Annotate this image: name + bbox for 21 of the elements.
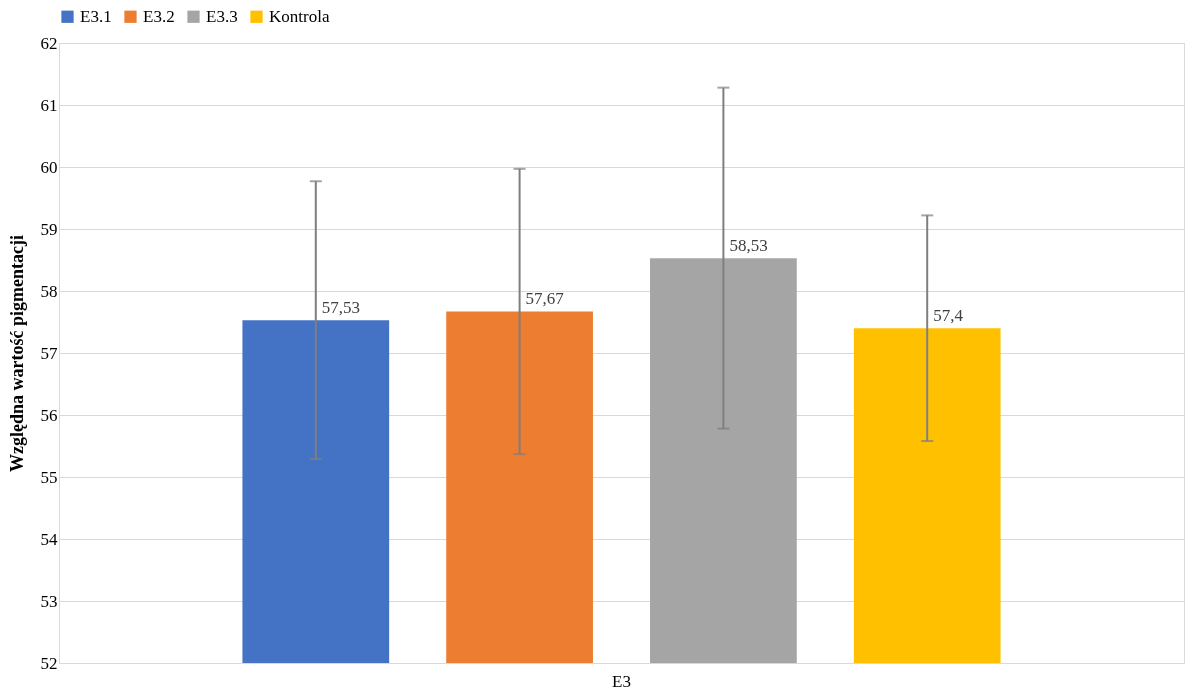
data-label: 58,53: [729, 236, 768, 256]
y-tick-label: 62: [40, 33, 58, 53]
legend-label: E3.3: [206, 6, 238, 26]
legend-label: E3.2: [143, 6, 175, 26]
y-tick-label: 59: [40, 219, 58, 239]
y-tick-label: 52: [40, 653, 58, 673]
x-tick-label: E3: [612, 671, 631, 691]
data-label: 57,53: [321, 298, 361, 318]
legend-label: E3.1: [80, 6, 112, 26]
data-label: 57,4: [933, 306, 964, 326]
y-tick-label: 56: [40, 405, 58, 425]
y-tick-label: 61: [40, 95, 58, 115]
data-label: 57,67: [525, 289, 565, 309]
legend-label: Kontrola: [269, 6, 330, 26]
y-tick-label: 60: [40, 157, 58, 177]
y-axis-title: Względna wartość pigmentacji: [6, 235, 27, 472]
y-tick-label: 57: [40, 343, 58, 363]
y-tick-label: 54: [40, 529, 58, 549]
y-tick-label: 58: [40, 281, 58, 301]
y-tick-label: 55: [40, 467, 58, 487]
y-tick-label: 53: [40, 591, 58, 611]
